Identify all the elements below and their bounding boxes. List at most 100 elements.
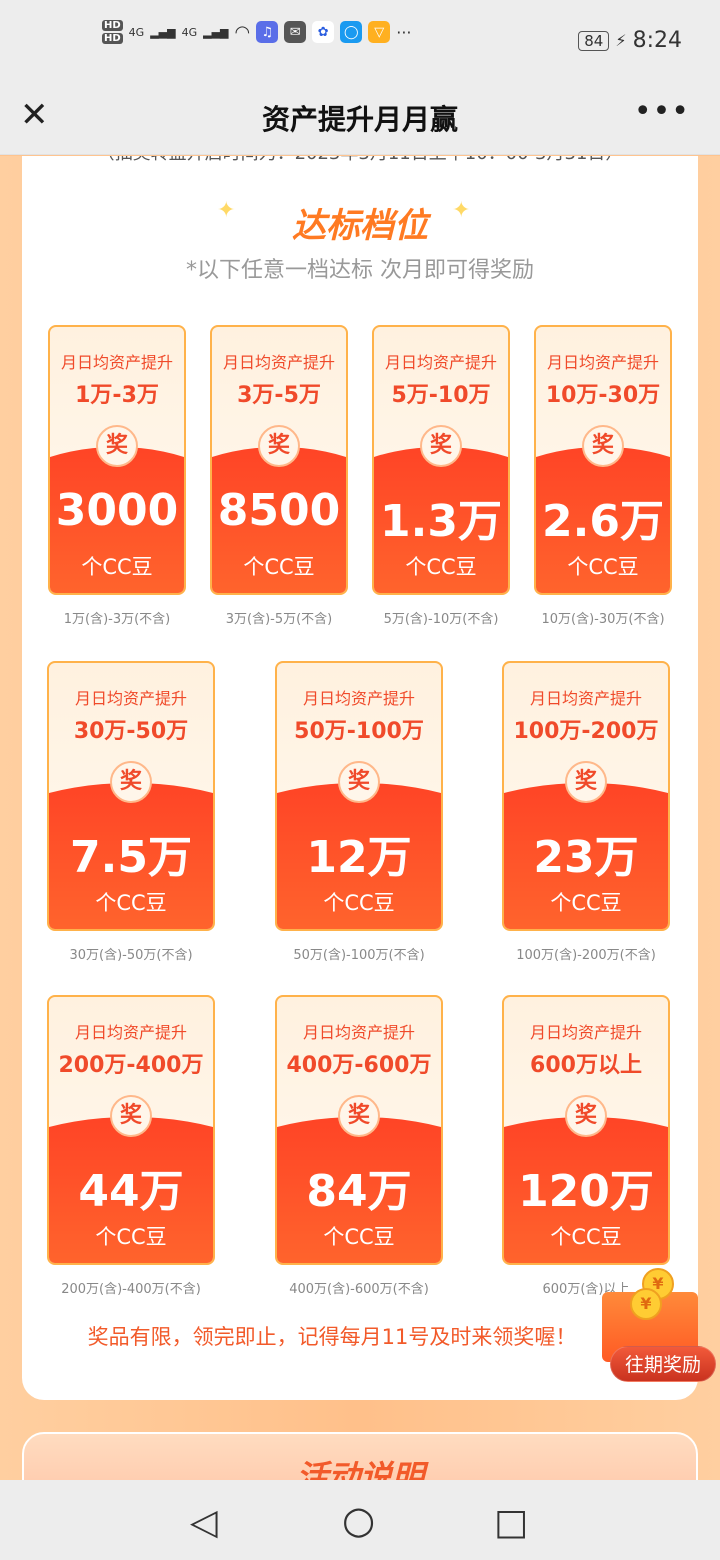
tier-label: 月日均资产提升 (222, 353, 335, 372)
tier-label: 月日均资产提升 (529, 1023, 642, 1042)
tier-range: 50万-100万 (294, 719, 424, 744)
tier-amount: 3000 (55, 485, 179, 536)
signal-icon: 4G (181, 25, 198, 39)
tier-unit: 个CC豆 (567, 555, 639, 579)
reward-badge-icon: 奖 (110, 1095, 152, 1137)
tier-amount: 1.3万 (380, 496, 502, 547)
wifi-icon: ◠ (234, 21, 251, 43)
tier-label: 月日均资产提升 (529, 689, 642, 708)
tier-caption: 100万(含)-200万(不含) (516, 948, 656, 963)
tier-card: 月日均资产提升 30万-50万奖 7.5万个CC豆 (47, 661, 215, 931)
tier-reward-area (50, 447, 184, 593)
tier-card: 月日均资产提升 400万-600万奖 84万 个CC豆 (275, 995, 443, 1265)
reward-badge-icon: 奖 (582, 425, 624, 467)
rules-card: 活动说明 (22, 1432, 698, 1480)
tier-card: 月日均资产提升 1万-3万奖 3000 个CC豆 (48, 325, 186, 595)
tier-card: 月日均资产提升 5万-10万奖 1.3万 个CC豆 (372, 325, 510, 595)
status-bar: HD HD 4G ▂▄▆ 4G ▂▄▆ ◠ ♫ ✉ ✿ ◯ ▽ ··· 84 ⚡ 8:… (0, 0, 720, 80)
reward-badge-icon: 奖 (420, 425, 462, 467)
tier-amount: 7.5万 (70, 832, 192, 883)
charging-icon: ⚡ (615, 31, 627, 50)
section-title: 达标档位 (292, 206, 428, 246)
tier-card: 月日均资产提升 10万-30万奖 2.6万个CC豆 (534, 325, 672, 595)
tier-amount: 2.6万 (542, 496, 664, 547)
home-icon[interactable]: ○ (342, 1498, 376, 1542)
baidu-icon: ✿ (312, 21, 335, 43)
tier-amount: 120万 (518, 1166, 654, 1217)
tier-reward-area (49, 783, 213, 929)
tier-range: 3万-5万 (237, 383, 321, 408)
tier-card: 月日均资产提升 3万-5万奖 8500 个CC豆 (210, 325, 348, 595)
tier-range: 1万-3万 (75, 383, 159, 408)
tier-range: 400万-600万 (286, 1053, 432, 1078)
tier-range: 200万-400万 (58, 1053, 204, 1078)
reward-badge-icon: 奖 (565, 761, 607, 803)
tier-caption: 50万(含)-100万(不含) (293, 948, 425, 963)
past-rewards-button[interactable]: ¥ ¥ 往期奖励 (580, 1262, 720, 1392)
tier-reward-area (536, 447, 670, 593)
past-rewards-label: 往期奖励 (610, 1346, 716, 1382)
tier-caption: 5万(含)-10万(不含) (383, 612, 499, 627)
tier-label: 月日均资产提升 (384, 353, 497, 372)
battery-icon: 84 (578, 30, 610, 51)
tier-reward-area (212, 447, 346, 593)
tier-reward-area (504, 783, 668, 929)
tier-label: 月日均资产提升 (302, 689, 415, 708)
rules-title: 活动说明 (295, 1458, 424, 1480)
music-app-icon: ♫ (256, 21, 279, 43)
reward-badge-icon: 奖 (565, 1095, 607, 1137)
tier-caption: 200万(含)-400万(不含) (61, 1282, 201, 1297)
close-icon[interactable]: ✕ (20, 95, 49, 135)
tier-reward-area (277, 1117, 441, 1263)
tier-amount: 12万 (306, 832, 412, 883)
tier-unit: 个CC豆 (550, 1225, 622, 1249)
lottery-notice: （抽奖转盘开启时间为：2023年3月11日上午10：00-3月31日） (22, 156, 698, 166)
signal-icon: 4G (128, 25, 145, 39)
tier-unit: 个CC豆 (95, 891, 167, 915)
tier-reward-area (374, 447, 508, 593)
coin-icon: ¥ (630, 1288, 662, 1320)
tier-label: 月日均资产提升 (74, 689, 187, 708)
tier-reward-area (277, 783, 441, 929)
tier-caption: 400万(含)-600万(不含) (289, 1282, 429, 1297)
more-notifications-icon: ··· (396, 22, 412, 42)
tier-range: 30万-50万 (73, 719, 189, 744)
navigation-bar: ◁ ○ □ (0, 1480, 720, 1560)
tier-range: 10万-30万 (545, 383, 661, 408)
tier-label: 月日均资产提升 (546, 353, 659, 372)
sparkle-icon: ✦ (452, 198, 471, 223)
recents-icon[interactable]: □ (494, 1502, 529, 1543)
page-content: （抽奖转盘开启时间为：2023年3月11日上午10：00-3月31日） ✦ 达标… (0, 156, 720, 1480)
tier-unit: 个CC豆 (323, 891, 395, 915)
reward-badge-icon: 奖 (96, 425, 138, 467)
back-icon[interactable]: ◁ (190, 1502, 218, 1543)
tier-unit: 个CC豆 (243, 555, 315, 579)
footer-note: 奖品有限，领完即止，记得每月11号及时来领奖喔！ (87, 1325, 577, 1349)
tier-reward-area (504, 1117, 668, 1263)
title-bar: ✕ 资产提升月月赢 ••• (0, 80, 720, 155)
signal-bars-icon: ▂▄▆ (203, 25, 229, 39)
reward-badge-icon: 奖 (338, 761, 380, 803)
tier-card: 月日均资产提升 50万-100万奖 12万个CC豆 (275, 661, 443, 931)
reward-badge-icon: 奖 (258, 425, 300, 467)
tier-range: 600万以上 (530, 1053, 642, 1078)
reward-badge-icon: 奖 (338, 1095, 380, 1137)
tier-label: 月日均资产提升 (302, 1023, 415, 1042)
tier-unit: 个CC豆 (95, 1225, 167, 1249)
tier-caption: 10万(含)-30万(不含) (541, 612, 665, 627)
more-icon[interactable]: ••• (633, 94, 690, 129)
tier-amount: 8500 (217, 485, 341, 536)
tier-caption: 30万(含)-50万(不含) (69, 948, 193, 963)
tier-label: 月日均资产提升 (74, 1023, 187, 1042)
tier-reward-area (49, 1117, 213, 1263)
tier-label: 月日均资产提升 (60, 353, 173, 372)
sparkle-icon: ✦ (217, 198, 236, 223)
tier-card: 月日均资产提升 100万-200万奖 23万 个CC豆 (502, 661, 670, 931)
tier-unit: 个CC豆 (550, 891, 622, 915)
app-icon: ✉ (284, 21, 307, 43)
tier-unit: 个CC豆 (405, 555, 477, 579)
search-app-icon: ◯ (340, 21, 363, 43)
tier-caption: 3万(含)-5万(不含) (225, 612, 333, 627)
reward-badge-icon: 奖 (110, 761, 152, 803)
tier-card: 月日均资产提升 200万-400万奖 44万 个CC豆 (47, 995, 215, 1265)
